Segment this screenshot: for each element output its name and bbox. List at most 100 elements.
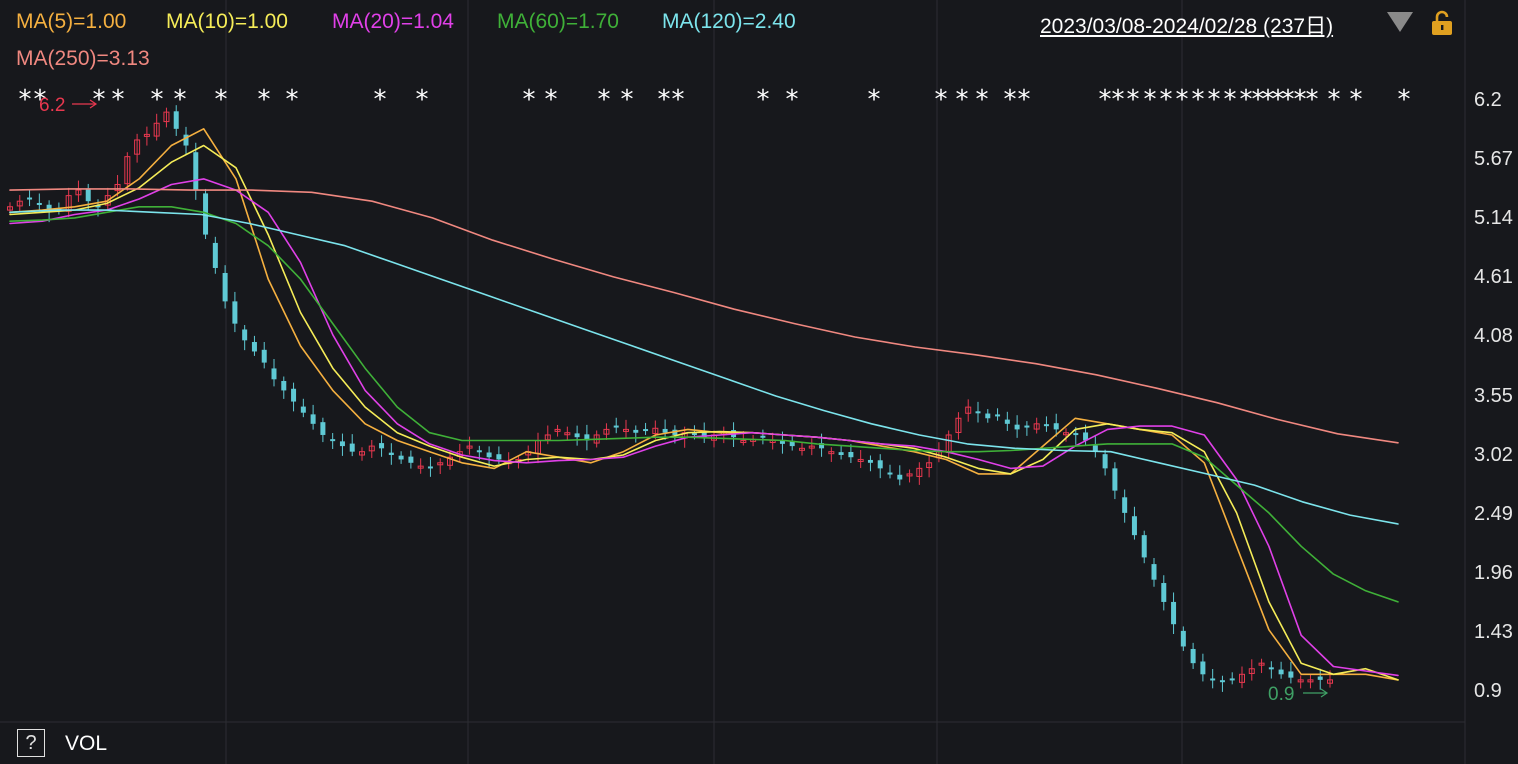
help-icon[interactable]: ? — [17, 729, 45, 757]
candle-body — [623, 428, 629, 432]
candle-body — [584, 434, 590, 441]
event-star-marker: * — [93, 85, 106, 115]
candle-body — [1307, 679, 1314, 683]
candle-body — [1141, 535, 1147, 558]
event-star-marker: * — [1306, 85, 1319, 115]
candle-body — [916, 467, 923, 477]
high-price-label: 6.2 — [39, 95, 65, 116]
date-range-selector[interactable]: 2023/03/08-2024/02/28 (237日) — [1040, 15, 1334, 38]
event-star-marker: * — [1004, 85, 1017, 115]
candle-body — [1200, 661, 1206, 675]
event-star-marker: * — [976, 85, 989, 115]
candle-body — [789, 440, 795, 447]
candle-body — [975, 411, 981, 414]
candle-body — [1122, 497, 1128, 513]
event-star-marker: * — [1328, 85, 1341, 115]
candle-body — [36, 202, 42, 205]
candle-body — [955, 417, 962, 433]
candle-body — [251, 342, 257, 352]
candle-body — [95, 205, 101, 208]
legend-ma20: MA(20)=1.04 — [332, 10, 454, 33]
event-star-marker: * — [1252, 85, 1265, 115]
event-star-marker: * — [1099, 85, 1112, 115]
candle-body — [779, 441, 785, 444]
candle-body — [995, 414, 1001, 417]
candle-body — [368, 445, 375, 452]
candle-body — [212, 242, 218, 268]
candle-body — [965, 406, 972, 414]
y-tick-label: 5.14 — [1474, 207, 1513, 229]
event-star-marker: * — [1176, 85, 1189, 115]
candle-body — [1327, 679, 1333, 684]
candle-body — [1063, 432, 1069, 436]
moving-average-lines — [9, 128, 1399, 681]
y-tick-label: 0.9 — [1474, 680, 1502, 702]
candle-body — [476, 450, 482, 453]
extreme-markers: 6.2 0.9 — [39, 95, 1329, 705]
candle-body — [1033, 423, 1040, 430]
event-star-marker: * — [1192, 85, 1205, 115]
event-star-marker: * — [151, 85, 164, 115]
dropdown-triangle-icon[interactable] — [1387, 12, 1413, 32]
candle-body — [760, 435, 766, 438]
candle-body — [339, 441, 345, 447]
candle-body — [564, 432, 571, 436]
candle-body — [27, 197, 33, 200]
candle-body — [603, 428, 610, 435]
candle-body — [828, 451, 835, 455]
candle-body — [427, 466, 433, 469]
y-tick-label: 1.43 — [1474, 621, 1513, 643]
y-tick-label: 4.61 — [1474, 266, 1513, 288]
volume-indicator-label[interactable]: VOL — [65, 732, 108, 755]
event-star-marker: * — [1018, 85, 1031, 115]
candle-body — [1171, 601, 1177, 625]
candle-body — [134, 139, 141, 155]
event-star-marker: * — [1127, 85, 1140, 115]
event-star-marker: * — [1282, 85, 1295, 115]
event-star-marker: * — [215, 85, 228, 115]
candle-body — [408, 456, 414, 463]
ma-line-ma250 — [9, 188, 1399, 444]
candle-body — [1317, 676, 1323, 680]
event-star-marker: * — [1224, 85, 1237, 115]
candle-body — [300, 406, 306, 413]
event-star-marker: * — [621, 85, 634, 115]
event-star-marker: * — [1144, 85, 1157, 115]
candle-body — [310, 414, 316, 424]
event-star-marker: * — [34, 85, 47, 115]
low-price-label: 0.9 — [1268, 684, 1294, 705]
candle-body — [466, 445, 473, 449]
event-star-marker: * — [1398, 85, 1411, 115]
candle-body — [662, 428, 668, 433]
event-star-marker: * — [416, 85, 429, 115]
candle-body — [985, 413, 991, 419]
ma-line-ma60 — [9, 206, 1399, 603]
event-star-marker: * — [935, 85, 948, 115]
y-tick-label: 2.49 — [1474, 503, 1513, 525]
candle-body — [857, 458, 864, 462]
candle-body — [291, 388, 297, 402]
y-tick-label: 1.96 — [1474, 562, 1513, 584]
candle-body — [232, 301, 238, 324]
candle-body — [388, 452, 394, 455]
event-star-marker: * — [174, 85, 187, 115]
candle-body — [897, 474, 903, 480]
candle-body — [359, 451, 365, 456]
candle-body — [7, 206, 13, 211]
candle-body — [124, 156, 131, 185]
candle-body — [281, 380, 287, 391]
candle-body — [808, 445, 815, 449]
candle-body — [173, 111, 179, 129]
event-star-marker: * — [112, 85, 125, 115]
candle-body — [1297, 679, 1304, 683]
legend-ma120: MA(120)=2.40 — [662, 10, 796, 33]
candle-body — [16, 200, 23, 207]
candle-body — [46, 204, 52, 213]
candle-body — [75, 189, 82, 196]
candle-body — [437, 462, 444, 466]
event-star-marker: * — [1294, 85, 1307, 115]
candle-body — [320, 422, 326, 435]
lock-icon[interactable] — [1431, 10, 1453, 36]
